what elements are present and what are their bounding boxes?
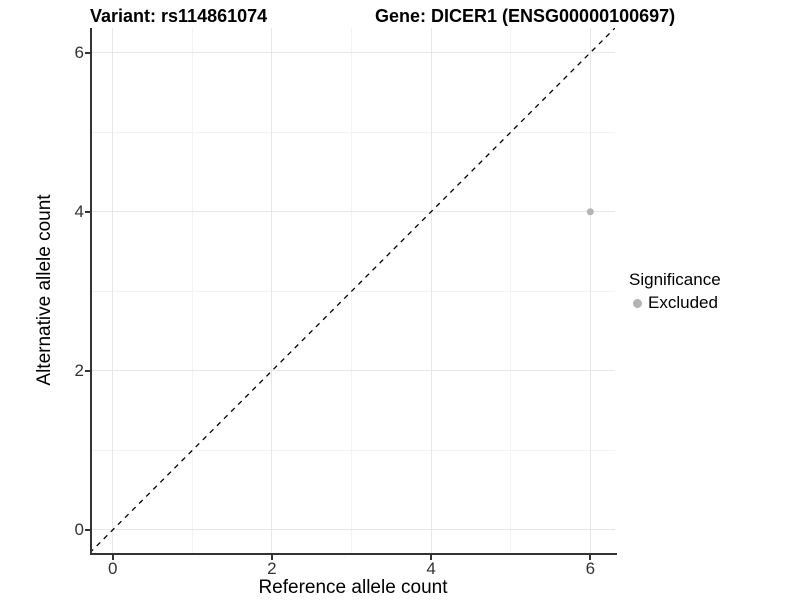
gene-title: Gene: DICER1 (ENSG00000100697) — [375, 6, 676, 26]
grid-major-v — [112, 28, 114, 553]
x-tick-label: 0 — [107, 559, 118, 578]
grid-major-h — [92, 370, 615, 372]
y-tick-mark — [85, 528, 90, 531]
y-tick-label: 2 — [74, 360, 84, 380]
y-axis-title: Alternative allele count — [34, 194, 55, 386]
y-tick-label: 4 — [74, 201, 84, 221]
x-tick-mark — [589, 555, 592, 560]
identity-dashed-line — [92, 28, 615, 552]
y-tick-mark — [85, 369, 90, 372]
x-axis-line — [92, 553, 617, 555]
y-tick-mark — [85, 51, 90, 54]
y-axis-line — [90, 28, 92, 555]
grid-minor-h — [92, 449, 615, 451]
grid-minor-v — [510, 28, 512, 553]
grid-minor-v — [191, 28, 193, 553]
grid-major-v — [430, 28, 432, 553]
x-tick-label: 2 — [267, 559, 277, 578]
y-tick-mark — [85, 210, 90, 213]
x-tick-label: 4 — [426, 559, 436, 578]
y-tick-label: 0 — [74, 519, 84, 539]
x-tick-mark — [111, 555, 114, 560]
data-point — [586, 208, 594, 216]
legend: Significance Excluded — [629, 270, 721, 313]
y-tick-label: 6 — [74, 42, 84, 62]
legend-item-label: Excluded — [648, 293, 718, 312]
x-axis-title: Reference allele count — [258, 577, 448, 598]
grid-minor-h — [92, 290, 615, 292]
grid-major-v — [589, 28, 591, 553]
variant-title: Variant: rs114861074 — [90, 6, 268, 26]
legend-item-excluded: Excluded — [629, 293, 721, 313]
x-tick-mark — [430, 555, 433, 560]
x-tick-mark — [270, 555, 273, 560]
grid-major-v — [271, 28, 273, 553]
grid-minor-h — [92, 131, 615, 133]
data-layer — [92, 28, 615, 552]
x-tick-label: 6 — [585, 559, 596, 578]
grid-major-h — [92, 529, 615, 531]
grid-major-h — [92, 211, 615, 213]
legend-point-icon — [633, 298, 642, 308]
plot-panel — [92, 28, 615, 553]
legend-title: Significance — [629, 270, 721, 289]
grid-major-h — [92, 52, 615, 54]
